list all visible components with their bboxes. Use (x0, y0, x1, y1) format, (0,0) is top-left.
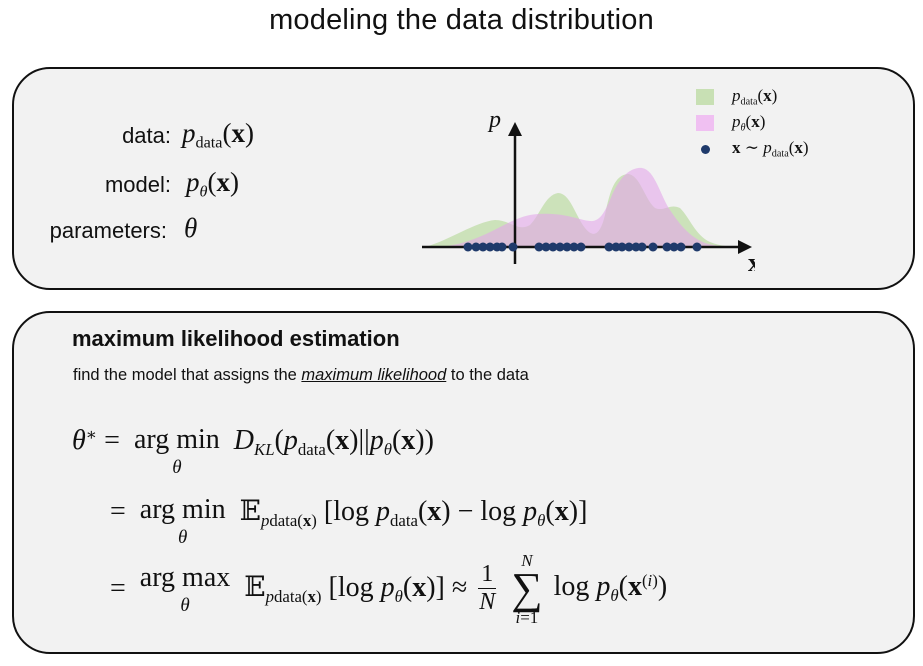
chart-legend: pdata(x) pθ(x) x ∼ pdata(x) (696, 84, 809, 162)
p-theta-area (440, 167, 735, 247)
x-axis-label: x (748, 248, 755, 277)
model-label: model: (104, 172, 171, 197)
mle-panel (12, 311, 915, 654)
sample-points (463, 242, 702, 252)
legend-item-p-theta: pθ(x) (696, 110, 809, 136)
distribution-chart: p x (422, 107, 755, 277)
page-title: modeling the data distribution (269, 4, 654, 36)
y-axis-label: p (487, 107, 501, 133)
summation: N ∑ i=1 (511, 551, 543, 627)
legend-label-p-theta: pθ(x) (732, 112, 766, 134)
legend-item-samples: x ∼ pdata(x) (696, 136, 809, 162)
equation-line-2: = arg min θ 𝔼pdata(x) [log pdata(x) − log… (110, 494, 588, 548)
definitions-panel (12, 67, 915, 290)
legend-label-p-data: pdata(x) (732, 86, 778, 108)
mle-subtitle: find the model that assigns the maximum … (73, 366, 529, 384)
params-label: parameters: (49, 218, 167, 243)
data-formula: pdata(x) (182, 118, 254, 152)
legend-label-samples: x ∼ pdata(x) (732, 138, 809, 160)
legend-dot (701, 144, 710, 154)
legend-swatch-green (696, 89, 714, 105)
equation-line-1: θ∗ = arg min θ DKL(pdata(x)||pθ(x)) (72, 424, 434, 478)
legend-swatch-pink (696, 115, 714, 131)
data-label: data: (122, 123, 171, 148)
legend-item-p-data: pdata(x) (696, 84, 809, 110)
model-formula: pθ(x) (186, 167, 239, 201)
mle-title: maximum likelihood estimation (72, 326, 400, 351)
mle-emphasis: maximum likelihood (301, 366, 447, 384)
params-formula: θ (184, 213, 198, 243)
